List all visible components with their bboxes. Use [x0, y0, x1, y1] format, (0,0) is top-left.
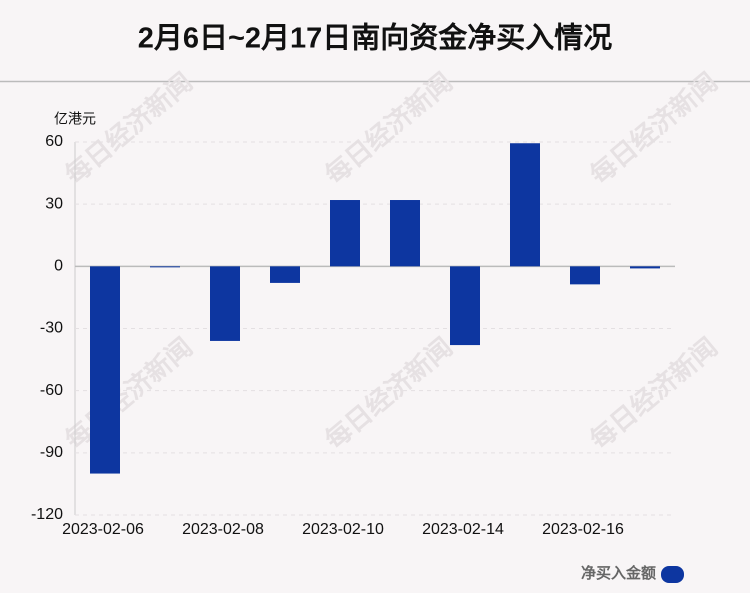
- x-tick-label: 2023-02-06: [62, 521, 144, 538]
- y-tick-label: -60: [40, 382, 63, 399]
- y-tick-label: -30: [40, 320, 63, 337]
- y-tick-label: 30: [45, 195, 63, 212]
- y-tick-label: 60: [45, 133, 63, 150]
- y-tick-label: -90: [40, 444, 63, 461]
- legend-swatch: [661, 566, 684, 583]
- bar: [150, 266, 180, 268]
- bar: [270, 266, 300, 283]
- bar: [450, 266, 480, 346]
- bar: [570, 266, 600, 285]
- x-tick-label: 2023-02-16: [542, 521, 624, 538]
- x-tick-label: 2023-02-14: [422, 521, 504, 538]
- bar: [630, 266, 660, 269]
- bar: [510, 143, 540, 267]
- bar: [330, 200, 360, 267]
- y-tick-label: -120: [31, 506, 63, 523]
- y-tick-label: 0: [54, 258, 63, 275]
- legend-label: 净买入金额: [581, 564, 656, 582]
- bar: [90, 266, 120, 474]
- x-tick-label: 2023-02-10: [302, 521, 384, 538]
- y-axis-label: 亿港元: [54, 111, 96, 127]
- chart-title: 2月6日~2月17日南向资金净买入情况: [138, 21, 613, 55]
- bar: [390, 200, 420, 267]
- bar: [210, 266, 240, 341]
- x-tick-label: 2023-02-08: [182, 521, 264, 538]
